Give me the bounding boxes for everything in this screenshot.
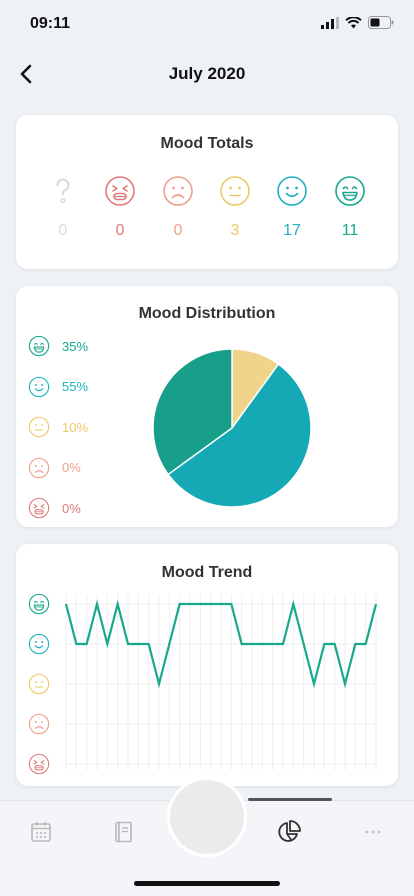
- legend-percentage: 0%: [62, 500, 81, 516]
- calendar-icon: [31, 822, 51, 842]
- mood-totals-title: Mood Totals: [160, 135, 254, 152]
- mood-count: 0: [58, 222, 68, 239]
- mood-total-smile-face: 17: [272, 175, 312, 255]
- mood-total-angry-face: 0: [100, 175, 140, 255]
- nav-bar: July 2020: [0, 52, 414, 96]
- mood-pie-chart: [152, 348, 312, 508]
- battery-icon: [368, 16, 394, 29]
- legend-percentage: 55%: [62, 379, 89, 394]
- mood-trend-card: Mood Trend: [16, 544, 398, 786]
- back-button[interactable]: [14, 60, 38, 88]
- neutral-face-icon: [28, 416, 50, 438]
- home-indicator: [134, 881, 280, 886]
- neutral-face-icon: [28, 673, 50, 695]
- grin-face-icon: [28, 335, 50, 357]
- smile-face-icon: [28, 376, 50, 397]
- neutral-face-icon: [220, 176, 250, 206]
- angry-face-icon: [105, 176, 135, 206]
- status-time: 09:11: [30, 15, 71, 32]
- legend-percentage: 0%: [62, 460, 81, 475]
- trend-axis-sad-face-icon: [28, 713, 50, 735]
- active-tab-indicator: [248, 798, 332, 801]
- mood-count: 0: [173, 222, 183, 239]
- smile-face-icon: [277, 176, 307, 206]
- legend-item: 0%: [28, 456, 81, 480]
- trend-axis-grin-face-icon: [28, 593, 50, 615]
- mood-trend-chart: [64, 594, 378, 770]
- trend-axis-smile-face-icon: [28, 633, 50, 655]
- angry-face-icon: [28, 753, 50, 775]
- grin-face-icon: [335, 176, 365, 206]
- grin-face-icon: [28, 593, 50, 615]
- mood-total-grin-face: 11: [330, 175, 370, 255]
- more-icon: [365, 830, 381, 834]
- page-title: July 2020: [168, 64, 246, 83]
- mood-trend-title: Mood Trend: [161, 564, 253, 581]
- mood-total-unknown-mood: 0: [43, 175, 83, 255]
- legend-item: 35%: [28, 334, 88, 358]
- mood-distribution-title: Mood Distribution: [138, 305, 276, 322]
- mood-total-sad-face: 0: [158, 175, 198, 255]
- pie-slice-smile: [167, 363, 312, 508]
- unknown-mood-icon: [56, 178, 70, 204]
- status-bar: 09:11: [0, 0, 414, 48]
- sad-face-icon: [163, 176, 193, 206]
- trend-axis-neutral-face-icon: [28, 673, 50, 695]
- mood-distribution-card: Mood Distribution 35% 55% 10% 0% 0%: [16, 286, 398, 527]
- mood-count: 17: [283, 222, 301, 239]
- legend-item: 0%: [28, 496, 81, 520]
- cellular-signal-icon: [321, 16, 339, 29]
- sad-face-icon: [28, 713, 50, 735]
- pie-slice-grin: [152, 348, 233, 476]
- mood-trend-line: [64, 599, 378, 689]
- wifi-icon: [345, 16, 362, 28]
- mood-total-neutral-face: 3: [215, 175, 255, 255]
- mood-count: 11: [341, 222, 359, 239]
- smile-face-icon: [28, 633, 50, 655]
- journal-icon: [115, 821, 132, 843]
- tab-more[interactable]: [360, 819, 386, 845]
- tab-statistics[interactable]: [276, 819, 302, 845]
- legend-item: 55%: [28, 375, 88, 399]
- mood-count: 3: [230, 222, 240, 239]
- mood-count: 0: [115, 222, 125, 239]
- sad-face-icon: [28, 457, 50, 478]
- chevron-left-icon: [20, 64, 32, 84]
- angry-face-icon: [28, 497, 50, 519]
- add-entry-button[interactable]: [170, 780, 244, 854]
- legend-percentage: 10%: [62, 419, 89, 435]
- tab-journal[interactable]: [110, 819, 136, 845]
- legend-percentage: 35%: [62, 338, 89, 354]
- status-icons: [321, 16, 394, 29]
- mood-totals-card: Mood Totals 0 0 0 3 17 11: [16, 115, 398, 269]
- tab-calendar[interactable]: [28, 819, 54, 845]
- legend-item: 10%: [28, 415, 88, 439]
- pie-chart-icon: [278, 820, 301, 842]
- trend-axis-angry-face-icon: [28, 753, 50, 775]
